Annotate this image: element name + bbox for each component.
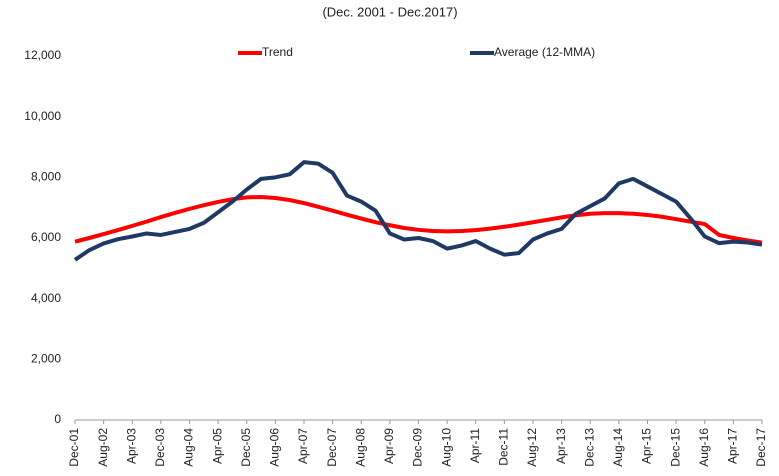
y-tick-label: 10,000 xyxy=(24,109,61,123)
x-tick-label: Aug-02 xyxy=(96,428,110,467)
x-tick-label: Aug-06 xyxy=(268,428,282,467)
x-tick-label: Apr-15 xyxy=(640,428,654,464)
x-tick-label: Dec-01 xyxy=(67,428,81,467)
x-tick-label: Apr-17 xyxy=(726,428,740,464)
x-tick-label: Aug-04 xyxy=(182,428,196,467)
x-tick-label: Aug-14 xyxy=(611,428,625,467)
x-tick-label: Aug-16 xyxy=(697,428,711,467)
y-tick-label: 2,000 xyxy=(31,352,61,366)
x-tick-label: Apr-11 xyxy=(468,428,482,463)
y-tick-label: 4,000 xyxy=(31,291,61,305)
x-tick-label: Apr-03 xyxy=(124,428,138,464)
line-series xyxy=(73,160,763,262)
y-tick-label: 0 xyxy=(54,412,61,426)
x-tick-label: Dec-07 xyxy=(325,428,339,467)
chart-title: (Dec. 2001 - Dec.2017) xyxy=(322,4,457,19)
x-tick-label: Apr-07 xyxy=(296,428,310,464)
x-tick-label: Dec-11 xyxy=(497,428,511,466)
x-tick-label: Apr-05 xyxy=(210,428,224,464)
x-tick-label: Aug-08 xyxy=(353,428,367,467)
legend-label: Trend xyxy=(262,45,293,59)
x-tick-label: Dec-13 xyxy=(582,428,596,467)
line-series xyxy=(74,195,763,245)
y-tick-label: 6,000 xyxy=(31,230,61,244)
y-tick-label: 8,000 xyxy=(31,170,61,184)
x-tick-label: Aug-12 xyxy=(525,428,539,467)
x-tick-label: Dec-05 xyxy=(239,428,253,467)
y-tick-label: 12,000 xyxy=(24,48,61,62)
legend-label: Average (12-MMA) xyxy=(494,45,595,59)
x-tick-label: Dec-09 xyxy=(411,428,425,467)
x-tick-label: Dec-17 xyxy=(754,428,768,467)
x-tick-label: Apr-13 xyxy=(554,428,568,464)
x-tick-label: Dec-03 xyxy=(153,428,167,467)
x-tick-label: Apr-09 xyxy=(382,428,396,464)
x-tick-label: Dec-15 xyxy=(668,428,682,467)
x-tick-label: Aug-10 xyxy=(439,428,453,467)
